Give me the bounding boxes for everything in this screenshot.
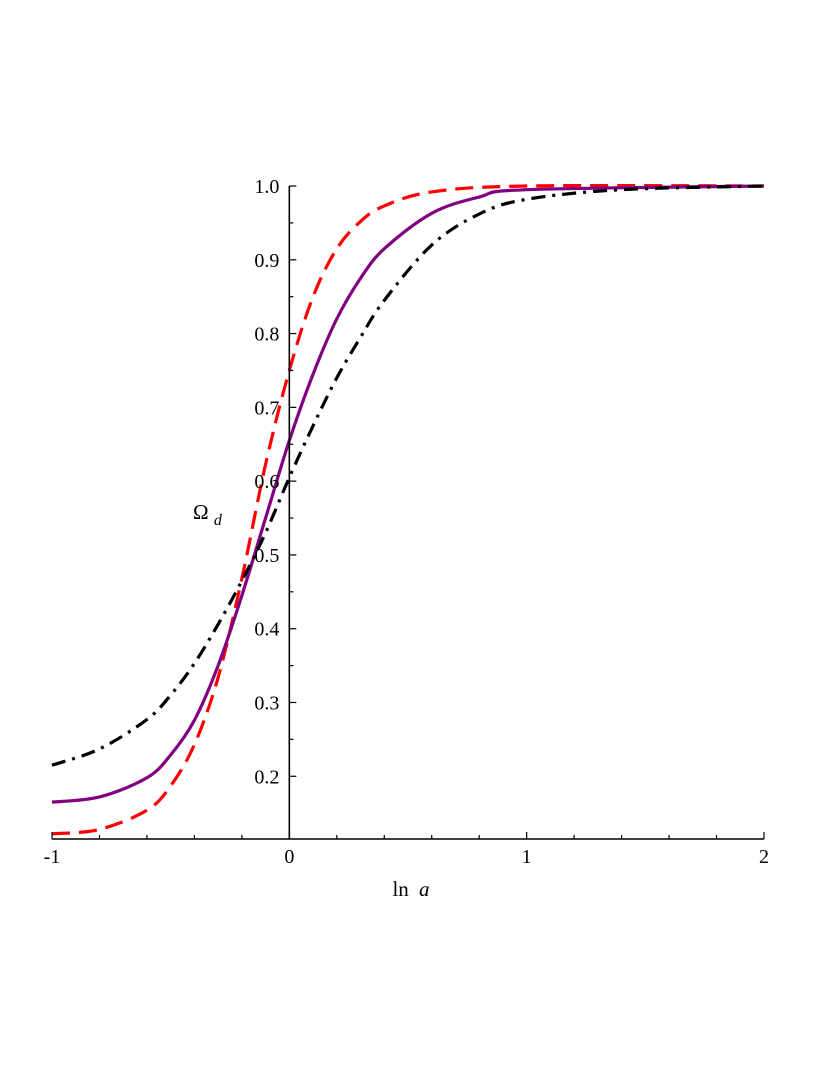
y-tick-label: 0.9 [254, 250, 279, 272]
series-line-solid [51, 184, 765, 804]
x-axis-title-var: a [419, 877, 430, 901]
y-axis-title-sub: d [214, 512, 223, 529]
series-layer [51, 183, 765, 836]
x-tick-label: -1 [44, 846, 61, 868]
x-tick-label: 0 [284, 846, 294, 868]
y-tick-label: 1.0 [254, 176, 279, 198]
x-tick-label: 2 [759, 846, 769, 868]
series-line-dashdot [51, 184, 765, 767]
y-tick-label: 0.3 [254, 692, 279, 714]
x-tick-label: 1 [522, 846, 532, 868]
y-axis-title-base: Ω [193, 500, 209, 524]
series-line-dash [51, 183, 765, 836]
y-tick-label: 0.4 [254, 619, 279, 641]
y-axis-title: Ω d [193, 500, 223, 529]
x-axis-title-base: ln [392, 877, 409, 901]
x-axis-title: ln a [392, 877, 429, 901]
y-tick-label: 0.7 [254, 397, 279, 419]
axes-layer [51, 185, 765, 840]
y-tick-label: 0.5 [254, 545, 279, 567]
y-tick-label: 0.6 [254, 471, 279, 493]
y-tick-label: 0.8 [254, 324, 279, 346]
y-tick-label: 0.2 [254, 766, 279, 788]
labels-layer: -1 0 1 2 0.2 0.3 0.4 0.5 0.6 0.7 0.8 0.9 1.0 [44, 176, 769, 868]
